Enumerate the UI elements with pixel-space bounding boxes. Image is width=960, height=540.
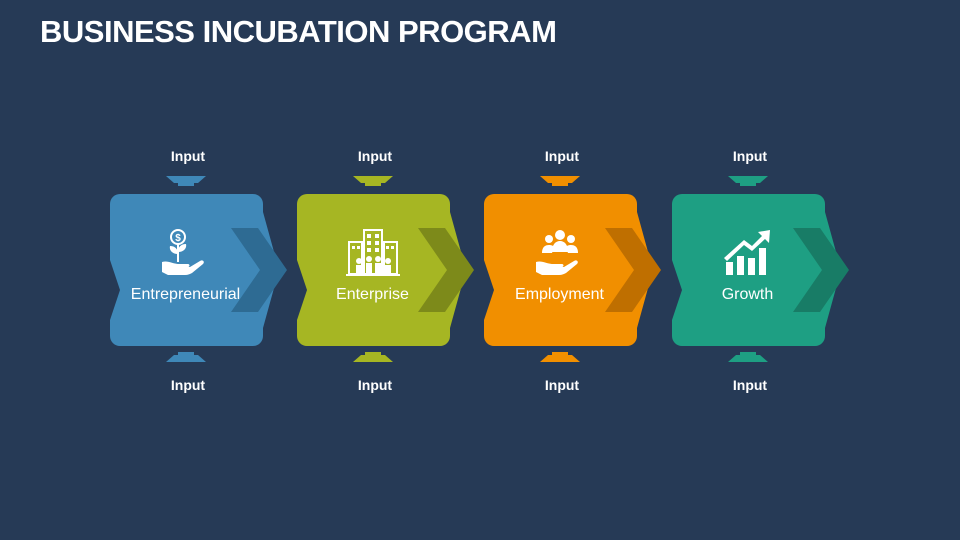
input-label-top: Input [357,148,393,164]
step-label: Entrepreneurial [130,286,241,303]
chevron-arrow [418,228,474,312]
money-plant-hand-icon: $ [162,229,204,275]
chevron-arrow [793,228,849,312]
step-label: Growth [721,286,774,303]
input-arrow-bottom [728,352,768,362]
step-employment: Input Employment [482,140,722,400]
input-arrow-bottom [353,352,393,362]
growth-chart-icon [724,230,770,275]
step-entrepreneurial: Input $ Entrepreneurial [108,140,348,400]
office-building-icon [346,229,400,276]
step-growth: Input Growth [670,140,910,400]
page-title: BUSINESS INCUBATION PROGRAM [40,14,557,49]
input-arrow-bottom [540,352,580,362]
input-label-bottom: Input [732,377,768,393]
step-shape [672,176,849,362]
input-label-top: Input [732,148,768,164]
input-arrow-top [166,176,206,186]
input-label-top: Input [170,148,206,164]
people-in-hand-icon [536,230,578,275]
step-label: Employment [515,286,604,303]
input-arrow-bottom [166,352,206,362]
input-label-bottom: Input [544,377,580,393]
input-arrow-top [540,176,580,186]
svg-text:$: $ [175,233,181,244]
input-arrow-top [353,176,393,186]
step-label: Enterprise [336,286,409,303]
input-arrow-top [728,176,768,186]
input-label-bottom: Input [170,377,206,393]
input-label-top: Input [544,148,580,164]
chevron-arrow [231,228,287,312]
chevron-arrow [605,228,661,312]
input-label-bottom: Input [357,377,393,393]
step-enterprise: Input Enterprise [295,140,535,400]
